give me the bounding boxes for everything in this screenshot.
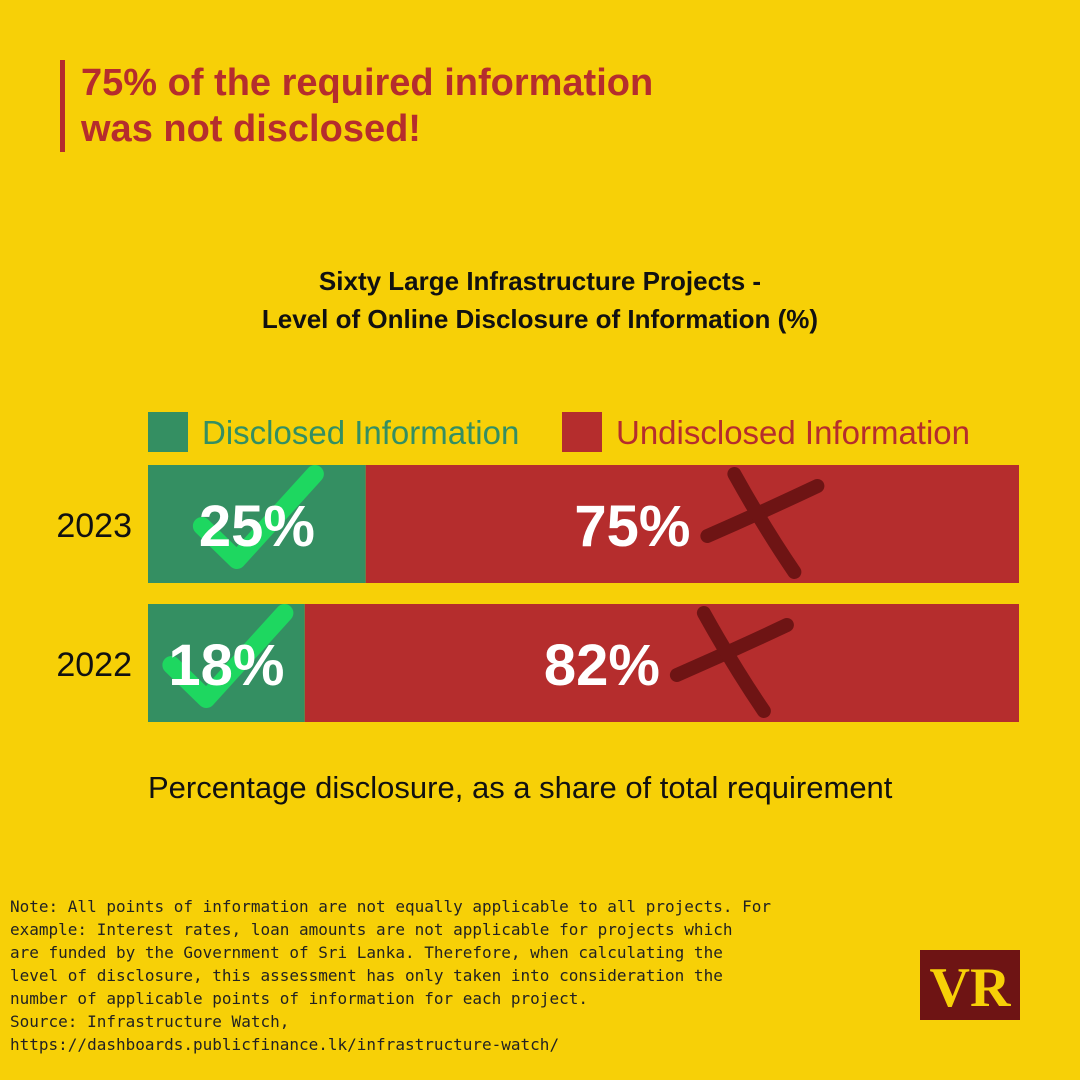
category-label-2022: 2022	[56, 646, 132, 684]
logo-text: VR	[930, 957, 1011, 1019]
stacked-bar-chart: Disclosed Information Undisclosed Informa…	[56, 412, 1019, 805]
chart-title-line-2: Level of Online Disclosure of Informatio…	[261, 304, 819, 334]
footnote-line-5: number of applicable points of informati…	[10, 989, 588, 1008]
cross-icon-stroke-2	[696, 606, 771, 718]
bar-2023-series-2	[365, 465, 1019, 583]
value-label-2022-series-1: 18%	[168, 633, 284, 698]
value-label-2023-series-1: 25%	[199, 494, 315, 559]
logo-background	[920, 950, 1020, 1020]
footnote-line-7: https://dashboards.publicfinance.lk/infr…	[10, 1035, 560, 1054]
legend-label-2: Undisclosed Information	[616, 414, 970, 451]
footnote-line-6: Source: Infrastructure Watch,	[10, 1012, 290, 1031]
headline: 75% of the required information was not …	[60, 60, 721, 152]
x-axis-label: Percentage disclosure, as a share of tot…	[148, 770, 893, 805]
category-label-2023: 2023	[56, 507, 132, 545]
footnote-line-4: level of disclosure, this assessment has…	[10, 966, 723, 985]
check-icon	[192, 465, 324, 569]
footnote-line-2: example: Interest rates, loan amounts ar…	[10, 920, 733, 939]
check-icon	[162, 604, 294, 708]
cross-icon-stroke-2	[727, 467, 802, 579]
vr-logo: VR	[920, 950, 1020, 1020]
value-label-2022-series-2: 82%	[544, 633, 660, 698]
bar-2022-series-2	[304, 604, 1019, 722]
chart-title-line-1: Sixty Large Infrastructure Projects -	[318, 266, 762, 296]
legend-swatch-2	[562, 412, 602, 452]
footnote-line-3: are funded by the Government of Sri Lank…	[10, 943, 723, 962]
footnote: Note: All points of information are not …	[10, 895, 800, 1056]
bar-2023-series-1	[148, 465, 366, 583]
headline-line-2: was not disclosed!	[81, 108, 421, 150]
value-label-2023-series-2: 75%	[574, 494, 690, 559]
legend-swatch-1	[148, 412, 188, 452]
legend-label-1: Disclosed Information	[202, 414, 519, 451]
footnote-line-1: Note: All points of information are not …	[10, 897, 771, 916]
headline-line-1: 75% of the required information	[81, 62, 654, 104]
chart-title: Sixty Large Infrastructure Projects - Le…	[0, 262, 1080, 338]
